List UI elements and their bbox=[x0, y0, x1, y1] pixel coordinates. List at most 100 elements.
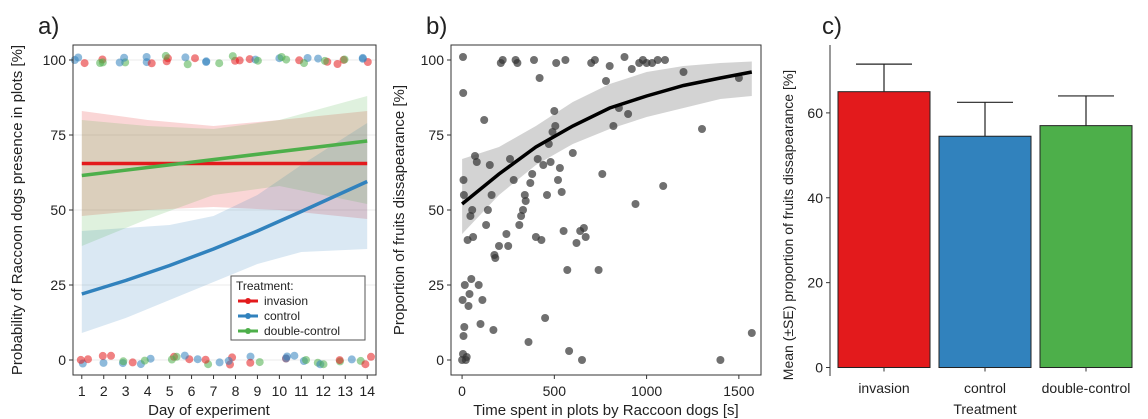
ci-ribbon-double-control bbox=[81, 96, 368, 246]
x-tick-label: 1000 bbox=[631, 383, 662, 399]
presence-point bbox=[215, 358, 224, 367]
scatter-point bbox=[469, 233, 478, 241]
y-tick-label: 75 bbox=[50, 127, 66, 143]
scatter-point bbox=[561, 56, 570, 64]
x-tick-label: invasion bbox=[858, 380, 909, 396]
y-tick-label: 60 bbox=[807, 105, 823, 121]
scatter-point bbox=[546, 158, 555, 166]
scatter-point bbox=[459, 332, 468, 340]
scatter-point bbox=[485, 161, 494, 169]
presence-point bbox=[99, 358, 108, 367]
presence-point bbox=[246, 358, 255, 367]
y-tick-label: 25 bbox=[428, 277, 444, 293]
y-tick-label: 100 bbox=[43, 52, 67, 68]
scatter-point bbox=[515, 221, 524, 229]
presence-point bbox=[76, 355, 85, 364]
presence-point bbox=[119, 357, 128, 366]
scatter-point bbox=[458, 296, 467, 304]
scatter-point bbox=[476, 320, 485, 328]
presence-point bbox=[367, 352, 375, 361]
scatter-point bbox=[557, 188, 566, 196]
scatter-point bbox=[541, 314, 550, 322]
x-tick-label: 13 bbox=[337, 383, 353, 399]
presence-point bbox=[98, 351, 107, 360]
scatter-point bbox=[747, 329, 756, 337]
y-tick-label: 75 bbox=[428, 127, 444, 143]
scatter-point bbox=[578, 356, 586, 364]
panel-a: a) Probability of Raccoon dogs presence … bbox=[9, 13, 377, 419]
presence-point bbox=[147, 59, 156, 68]
scatter-point bbox=[602, 77, 610, 85]
panel-a-x-axis-title: Day of experiment bbox=[148, 402, 271, 419]
presence-point bbox=[181, 53, 190, 62]
x-tick-label: 1500 bbox=[723, 383, 754, 399]
panel-a-y-axis-title: Probability of Raccoon dogs presence in … bbox=[9, 45, 26, 375]
legend-box bbox=[230, 275, 366, 341]
presence-point bbox=[107, 351, 115, 360]
y-tick-label: 0 bbox=[815, 360, 823, 376]
x-tick-label: 12 bbox=[316, 383, 332, 399]
presence-point bbox=[228, 52, 237, 61]
panel-a-legend: Treatment: invasion control double-contr… bbox=[230, 275, 366, 341]
fit-ci-ribbon bbox=[462, 61, 752, 234]
presence-point bbox=[283, 352, 292, 361]
scatter-point bbox=[483, 206, 492, 214]
legend-title: Treatment: bbox=[236, 279, 294, 293]
legend-dot-double-control bbox=[245, 328, 251, 334]
presence-point bbox=[253, 56, 262, 65]
presence-point bbox=[255, 358, 264, 367]
scatter-point bbox=[519, 206, 527, 214]
scatter-point bbox=[520, 191, 529, 199]
scatter-point bbox=[460, 323, 469, 331]
legend-label-double-control: double-control bbox=[264, 324, 340, 338]
scatter-point bbox=[627, 65, 636, 73]
presence-point bbox=[183, 60, 192, 69]
scatter-point bbox=[624, 110, 633, 118]
scatter-point bbox=[698, 125, 706, 133]
bar-double-control bbox=[1039, 125, 1133, 369]
scatter-point bbox=[605, 62, 614, 70]
scatter-point bbox=[498, 56, 507, 64]
panel-b: b) Proportion of fruits dissapearance [%… bbox=[391, 13, 762, 419]
presence-point bbox=[191, 54, 199, 63]
legend-label-control: control bbox=[264, 309, 300, 323]
scatter-point bbox=[467, 275, 476, 283]
x-tick-label: 11 bbox=[294, 383, 309, 399]
scatter-point bbox=[464, 302, 473, 310]
presence-point bbox=[277, 53, 286, 61]
presence-point bbox=[115, 58, 124, 67]
scatter-point bbox=[459, 53, 467, 61]
presence-point bbox=[340, 55, 349, 64]
scatter-point bbox=[491, 254, 500, 262]
bar-invasion bbox=[837, 91, 931, 369]
scatter-point bbox=[459, 89, 468, 97]
panel-b-y-axis-title: Proportion of fruits dissapearance [%] bbox=[391, 85, 408, 335]
scatter-point bbox=[460, 281, 469, 289]
scatter-point bbox=[590, 56, 599, 64]
y-tick-label: 20 bbox=[807, 275, 823, 291]
y-tick-label: 50 bbox=[428, 202, 444, 218]
y-tick-label: 50 bbox=[50, 202, 66, 218]
presence-point bbox=[246, 352, 255, 361]
presence-point bbox=[224, 356, 233, 365]
scatter-point bbox=[559, 227, 568, 235]
scatter-point bbox=[716, 356, 725, 364]
scatter-point bbox=[528, 170, 537, 178]
presence-point bbox=[215, 59, 224, 68]
panel-c-y-axis-title: Mean (±SE) proportion of fruits dissapea… bbox=[780, 70, 796, 380]
fit-line-double-control bbox=[81, 139, 368, 178]
scatter-point bbox=[620, 53, 629, 61]
x-tick-label: 4 bbox=[144, 383, 152, 399]
presence-point bbox=[80, 59, 89, 68]
y-tick-label: 25 bbox=[50, 277, 66, 293]
legend-dot-invasion bbox=[245, 298, 251, 304]
x-tick-label: 6 bbox=[188, 383, 196, 399]
y-tick-label: 40 bbox=[807, 190, 823, 206]
presence-point bbox=[202, 57, 211, 66]
scatter-point bbox=[653, 56, 662, 64]
scatter-point bbox=[565, 347, 574, 355]
scatter-point bbox=[468, 206, 477, 214]
scatter-point bbox=[555, 164, 564, 172]
scatter-point bbox=[517, 212, 526, 220]
scatter-point bbox=[495, 242, 503, 250]
